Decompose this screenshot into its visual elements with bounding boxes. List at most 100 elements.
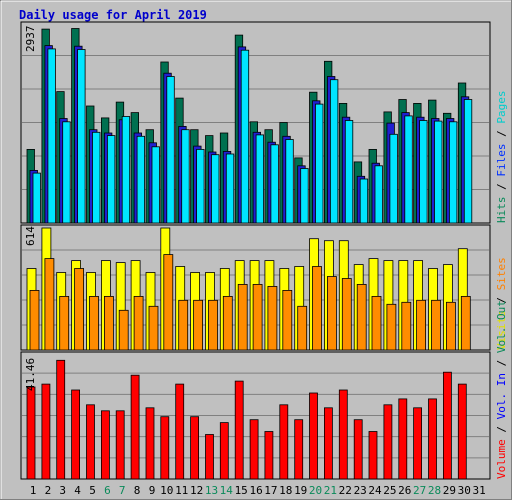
bar-sites-day-24 [371,295,382,351]
bar-pages-day-19 [300,168,309,224]
x-tick-label: 21 [324,484,337,497]
bar-volume-day-21 [323,407,333,480]
bar-sites-day-1 [29,289,40,351]
x-tick-label: 7 [119,484,126,497]
bar-pages-day-5 [92,131,101,224]
bar-volume-day-11 [175,383,185,480]
panel1-side-labels: Hits / Files / Pages [495,91,508,224]
bar-volume-day-29 [442,371,452,480]
bar-sites-day-14 [222,295,233,351]
bar-volume-day-17 [264,431,274,480]
legend-label-visits: Visits [495,310,508,350]
x-tick-label: 27 [413,484,426,497]
bar-volume-day-25 [383,404,393,480]
bar-volume-day-20 [309,392,318,480]
bar-volume-day-8 [130,374,140,480]
panel3-max-label: 41.46 [24,358,37,391]
x-tick-label: 4 [74,484,81,497]
bar-pages-day-6 [107,135,116,224]
bar-pages-day-30 [463,99,473,224]
bar-pages-day-3 [62,121,71,224]
bar-pages-day-21 [329,79,339,224]
legend-separator: / [495,124,508,144]
bar-pages-day-29 [448,121,458,224]
x-tick-label: 24 [368,484,382,497]
x-tick-label: 25 [383,484,396,497]
x-tick-label: 31 [472,484,485,497]
legend-separator: / [495,177,508,197]
bar-pages-day-24 [374,165,383,224]
bar-pages-day-28 [434,120,443,224]
legend-label-pages: Pages [495,91,508,124]
x-axis-labels: 1 2 3 4 5 6 7 8 9 10 11 12 13 14 15 16 17 18 19 20 21 22 23 24 2… [30,484,486,497]
bar-volume-day-13 [205,434,214,480]
bar-pages-day-7 [121,116,131,224]
x-tick-label: 6 [104,484,111,497]
panel1-max-label: 2937 [24,26,37,53]
bar-volume-day-2 [41,383,51,480]
bar-volume-day-28 [428,398,437,480]
bar-pages-day-15 [240,49,250,224]
bar-sites-day-2 [44,258,55,351]
panel-visits-sites: 614 Visits / Sites [20,224,508,351]
bar-volume-day-23 [353,419,363,480]
x-tick-label: 20 [309,484,322,497]
legend-label-files: Files [495,144,508,177]
x-tick-label: 29 [443,484,456,497]
bar-volume-day-15 [234,380,244,480]
bar-sites-day-15 [237,283,248,351]
x-tick-label: 5 [89,484,96,497]
bar-sites-day-26 [401,301,412,351]
x-tick-label: 15 [235,484,248,497]
bar-volume-day-14 [219,422,229,480]
x-tick-label: 11 [175,484,188,497]
chart-title: Daily usage for April 2019 [19,8,207,22]
bar-pages-day-25 [389,133,398,224]
bar-volume-day-22 [338,389,348,480]
bar-sites-day-27 [416,299,427,351]
panel2-side-labels: Visits / Sites [495,257,508,350]
bar-volume-day-3 [56,359,66,480]
bar-pages-day-14 [225,153,235,224]
bar-pages-day-17 [270,144,279,224]
bar-sites-day-9 [148,305,159,351]
bar-volume-day-6 [101,410,110,480]
bar-sites-day-13 [208,299,218,351]
bar-volume-day-18 [279,404,289,480]
bar-pages-day-23 [359,178,369,224]
bar-pages-day-8 [136,135,146,224]
x-tick-label: 18 [279,484,292,497]
bar-volume-day-5 [86,404,95,480]
bar-pages-day-12 [196,148,205,224]
bar-sites-day-23 [356,283,367,351]
bar-sites-day-6 [104,295,114,351]
bar-sites-day-7 [118,309,129,351]
legend-label-vol-in: Vol. In [495,373,508,419]
x-tick-label: 10 [160,484,173,497]
x-tick-label: 1 [30,484,37,497]
panel-hits-files-pages: 2937 Hits / Files / Pages [20,21,508,224]
bar-sites-day-12 [193,299,204,351]
bar-pages-day-20 [315,103,324,224]
bar-sites-day-17 [267,285,278,351]
x-tick-label: 14 [220,484,234,497]
bar-pages-day-4 [77,49,86,224]
bar-sites-day-21 [326,276,337,351]
bar-pages-day-16 [255,134,265,224]
x-tick-label: 2 [45,484,52,497]
legend-separator: / [495,353,508,373]
x-tick-label: 28 [428,484,441,497]
bar-sites-day-5 [89,295,99,351]
bar-pages-day-1 [32,172,41,224]
bar-volume-day-7 [115,410,125,480]
x-tick-label: 23 [354,484,367,497]
bar-volume-day-16 [249,419,259,480]
legend-label-volume: Volume [495,439,508,479]
x-tick-label: 30 [458,484,471,497]
x-tick-label: 17 [264,484,277,497]
bar-pages-day-18 [285,139,294,224]
bar-volume-day-30 [457,383,467,480]
x-tick-label: 13 [205,484,218,497]
x-tick-label: 9 [149,484,156,497]
